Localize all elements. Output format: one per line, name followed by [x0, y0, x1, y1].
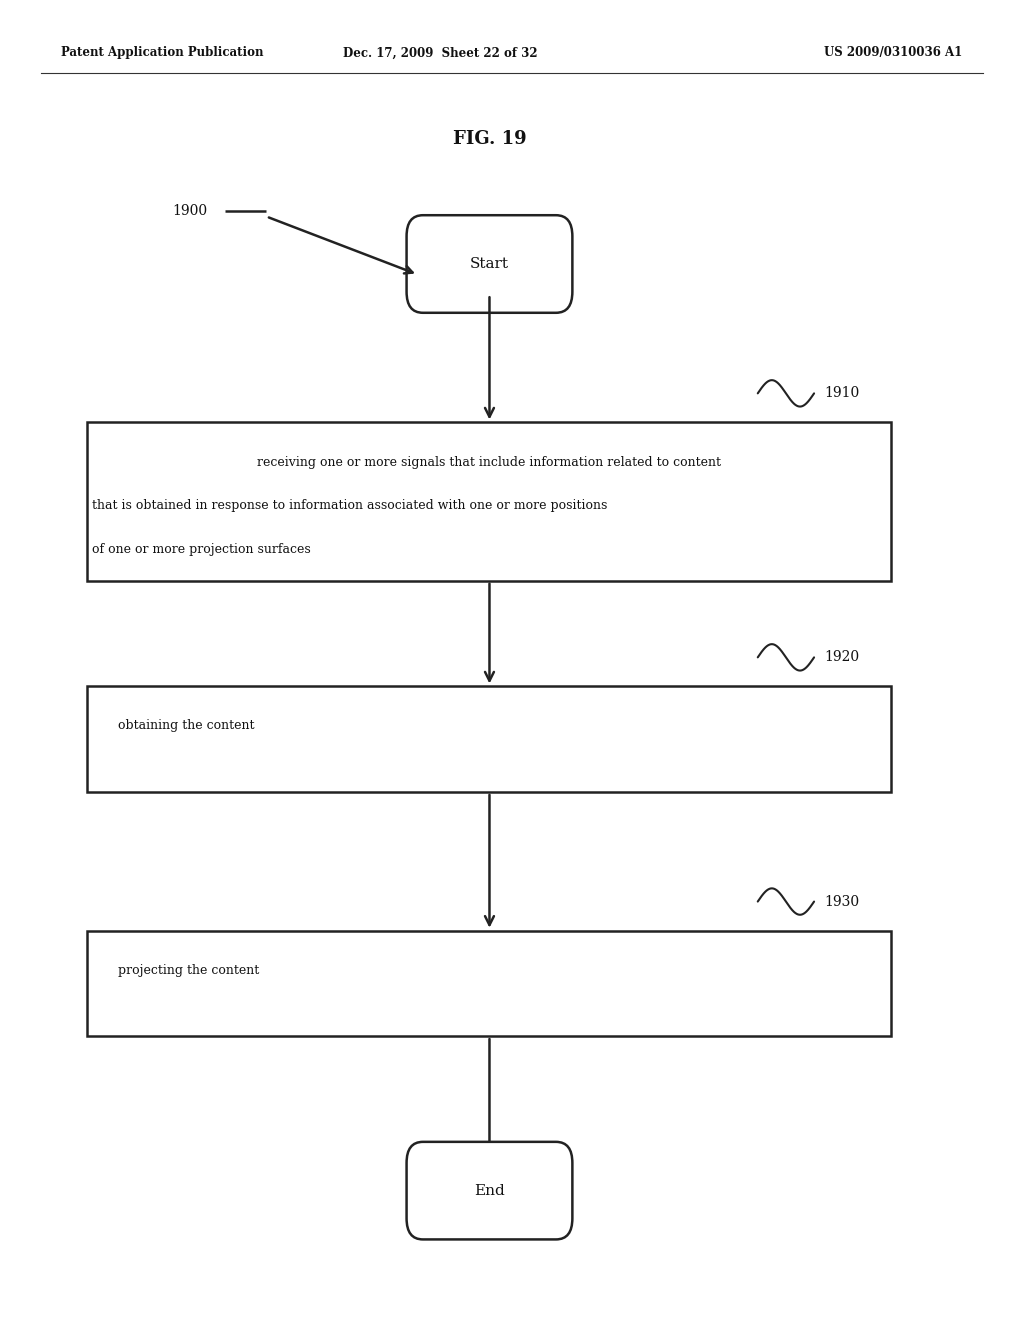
Bar [87, 931, 891, 1036]
Text: US 2009/0310036 A1: US 2009/0310036 A1 [824, 46, 963, 59]
FancyBboxPatch shape [407, 215, 572, 313]
Text: 1920: 1920 [824, 651, 859, 664]
Text: obtaining the content: obtaining the content [118, 719, 254, 733]
Text: Start: Start [470, 257, 509, 271]
Text: 1910: 1910 [824, 387, 859, 400]
Text: 1930: 1930 [824, 895, 859, 908]
Text: that is obtained in response to information associated with one or more position: that is obtained in response to informat… [92, 499, 607, 512]
Bar [87, 422, 891, 581]
FancyBboxPatch shape [407, 1142, 572, 1239]
Text: Patent Application Publication: Patent Application Publication [61, 46, 264, 59]
Text: FIG. 19: FIG. 19 [453, 129, 526, 148]
Text: projecting the content: projecting the content [118, 964, 259, 977]
Text: End: End [474, 1184, 505, 1197]
Bar [87, 686, 891, 792]
Text: receiving one or more signals that include information related to content: receiving one or more signals that inclu… [257, 455, 722, 469]
Text: Dec. 17, 2009  Sheet 22 of 32: Dec. 17, 2009 Sheet 22 of 32 [343, 46, 538, 59]
Text: of one or more projection surfaces: of one or more projection surfaces [92, 543, 311, 556]
Text: 1900: 1900 [172, 205, 207, 218]
